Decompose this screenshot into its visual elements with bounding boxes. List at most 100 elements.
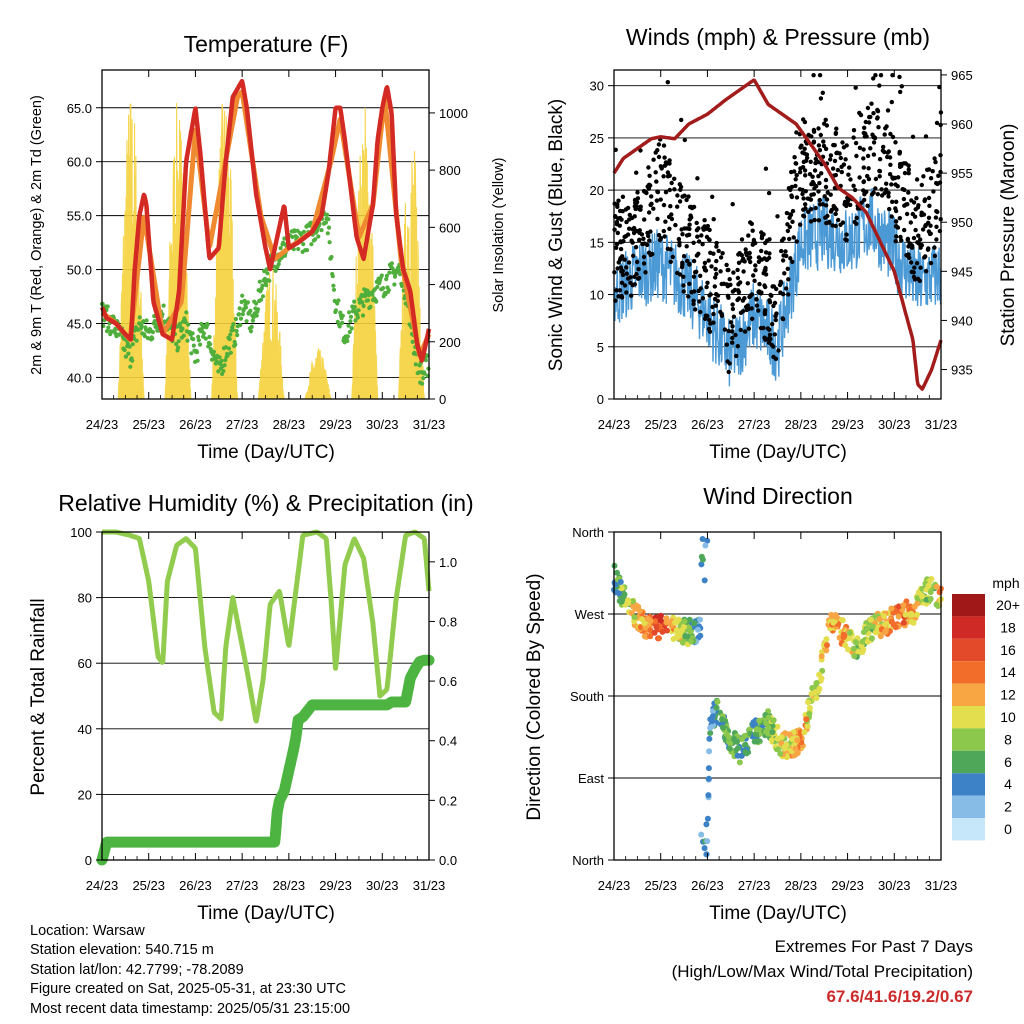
direction-point xyxy=(726,745,733,752)
dewpoint-point xyxy=(396,268,401,273)
wind-gust-point xyxy=(752,278,757,283)
speed-legend-swatch xyxy=(952,638,985,662)
dewpoint-point xyxy=(176,345,181,350)
temperature-2m-line xyxy=(99,78,432,363)
wind-gust-point xyxy=(901,196,907,202)
wind-gust-point xyxy=(649,201,654,206)
wind-gust-point xyxy=(798,166,803,171)
wind-gust-point xyxy=(834,126,839,131)
wind-gust-point xyxy=(869,101,874,106)
wind-gust-point xyxy=(718,255,724,260)
wind-gust-point xyxy=(793,177,798,182)
wind-gust-point xyxy=(617,288,623,293)
wind-gust-point xyxy=(705,280,710,285)
dewpoint-point xyxy=(201,331,206,336)
direction-point xyxy=(859,649,866,656)
wind-gust-point xyxy=(828,157,833,162)
dewpoint-point xyxy=(180,326,185,331)
dewpoint-point xyxy=(191,337,196,342)
wind-gust-point xyxy=(763,166,769,171)
wind-gust-point xyxy=(922,197,928,202)
wind-gust-point xyxy=(724,262,729,268)
wind-gust-point xyxy=(656,154,662,160)
temperature-x-tick-label: 27/23 xyxy=(226,417,259,432)
wind-gust-point xyxy=(729,329,735,334)
wind-gust-point xyxy=(677,199,683,204)
dewpoint-point xyxy=(392,282,397,287)
direction-point xyxy=(803,716,810,723)
wind-gust-point xyxy=(797,187,803,192)
wind-gust-point xyxy=(618,256,623,261)
dewpoint-point xyxy=(316,234,321,239)
wind-gust-point xyxy=(710,194,715,199)
figure-created: Figure created on Sat, 2025-05-31, at 23… xyxy=(30,981,346,998)
humidity-x-tick-label: 26/23 xyxy=(179,878,212,893)
wind-gust-point xyxy=(701,227,706,232)
temperature-y-tick-label: 55.0 xyxy=(67,209,92,224)
direction-point xyxy=(763,728,769,735)
direction-point xyxy=(705,792,712,799)
wind-gust-point xyxy=(668,204,673,209)
wind-gust-point xyxy=(905,237,910,243)
humidity-y-tick-label: 40 xyxy=(78,722,92,737)
wind-gust-point xyxy=(901,161,907,166)
wind-gust-point xyxy=(772,300,778,306)
dewpoint-point xyxy=(336,298,341,303)
temperature-y-tick-label: 40.0 xyxy=(67,370,92,385)
wind-gust-point xyxy=(773,314,778,319)
wind-gust-point xyxy=(670,254,675,260)
wind-gust-point xyxy=(857,110,862,116)
wind-gust-point xyxy=(625,232,631,237)
humidity-y2-tick-label: 0.4 xyxy=(439,734,457,749)
temperature-title: Temperature (F) xyxy=(184,31,349,57)
wind-gust-point xyxy=(763,240,768,246)
speed-legend-label: 8 xyxy=(1004,731,1012,747)
direction-point xyxy=(933,601,940,608)
wind-gust-point xyxy=(778,280,784,286)
wind-gust-point xyxy=(906,171,911,176)
dewpoint-point xyxy=(381,286,386,291)
wind-gust-point xyxy=(730,335,735,341)
direction-x-tick-label: 29/23 xyxy=(831,878,864,893)
wind-gust-point xyxy=(864,134,869,139)
direction-point xyxy=(694,626,701,633)
wind-gust-point xyxy=(679,264,685,270)
direction-point xyxy=(872,629,879,636)
dewpoint-point xyxy=(301,242,306,247)
speed-legend-swatch xyxy=(952,594,985,617)
wind-gust-point xyxy=(767,298,772,303)
winds-y2-tick-label: 950 xyxy=(951,215,973,230)
wind-gust-point xyxy=(702,265,707,270)
dewpoint-point xyxy=(276,262,281,267)
dewpoint-point xyxy=(273,268,278,273)
wind-gust-point xyxy=(920,227,926,232)
direction-point xyxy=(823,636,830,643)
wind-gust-point xyxy=(681,254,687,259)
wind-gust-point xyxy=(932,245,937,250)
speed-legend-label: 12 xyxy=(1000,687,1016,703)
wind-gust-point xyxy=(711,217,716,222)
wind-gust-point xyxy=(627,212,632,218)
direction-point xyxy=(651,629,658,636)
humidity-x-tick-label: 27/23 xyxy=(226,878,259,893)
wind-gust-point xyxy=(773,317,778,323)
dewpoint-point xyxy=(294,235,299,240)
dewpoint-point xyxy=(243,305,249,310)
wind-gust-point xyxy=(816,218,822,223)
direction-point xyxy=(823,647,830,654)
wind-gust-point xyxy=(802,146,807,151)
dewpoint-point xyxy=(161,303,166,308)
direction-point xyxy=(714,698,721,705)
wind-gust-point xyxy=(848,202,853,208)
wind-gust-point xyxy=(894,234,899,239)
wind-gust-point xyxy=(630,227,635,232)
direction-point xyxy=(751,738,758,745)
wind-gust-point xyxy=(687,204,693,210)
wind-gust-point xyxy=(884,124,889,129)
wind-gust-point xyxy=(889,99,894,105)
wind-gust-point xyxy=(927,203,932,208)
temperature-y2-tick-label: 1000 xyxy=(439,106,468,121)
direction-point xyxy=(706,735,713,742)
wind-gust-point xyxy=(648,183,653,188)
direction-point xyxy=(735,745,741,752)
